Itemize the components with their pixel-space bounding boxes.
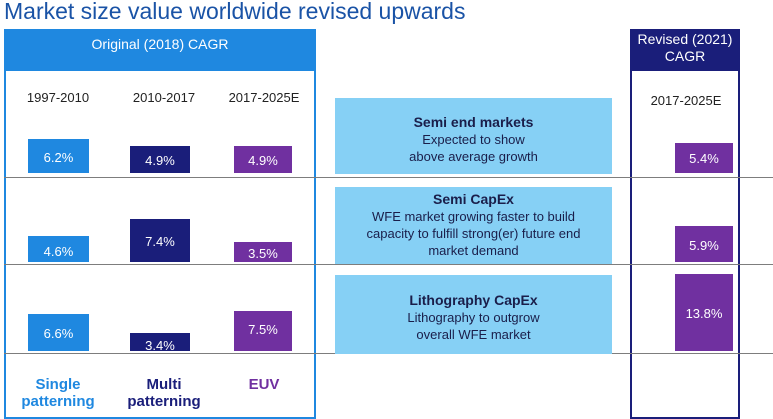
semi-capex-box: Semi CapEx WFE market growing faster to … <box>335 187 612 264</box>
revised-cagr-panel <box>630 29 740 419</box>
bar-revised-row3: 13.8% <box>675 274 733 351</box>
bar-multi-row3: 3.4% <box>130 333 190 353</box>
lithography-capex-line2: overall WFE market <box>416 327 531 342</box>
revised-header-line1: Revised (2021) <box>637 31 733 47</box>
semi-capex-line1: WFE market growing faster to build <box>371 209 576 224</box>
semi-end-markets-line2: above average growth <box>409 149 538 164</box>
row-divider-1 <box>4 177 773 178</box>
bar-euv-row2: 3.5% <box>234 242 292 262</box>
label-single-patterning: Single patterning <box>21 376 95 410</box>
original-cagr-header: Original (2018) CAGR <box>4 29 316 71</box>
semi-capex-title: Semi CapEx <box>433 191 514 207</box>
bar-multi-row1: 4.9% <box>130 146 190 173</box>
lithography-capex-box: Lithography CapEx Lithography to outgrow… <box>335 275 612 354</box>
page-title: Market size value worldwide revised upwa… <box>4 0 466 24</box>
revised-header-line2: CAGR <box>664 48 706 64</box>
lithography-capex-title: Lithography CapEx <box>409 292 538 308</box>
bar-multi-row2: 7.4% <box>130 219 190 262</box>
column-header-2010-2017: 2010-2017 <box>132 90 196 105</box>
bar-single-row2: 4.6% <box>28 236 89 262</box>
lithography-capex-line1: Lithography to outgrow <box>407 310 540 325</box>
bar-revised-row2: 5.9% <box>675 226 733 262</box>
semi-end-markets-line1: Expected to show <box>422 132 525 147</box>
semi-end-markets-box: Semi end markets Expected to show above … <box>335 98 612 174</box>
label-multi-patterning: Multi patterning <box>127 376 201 410</box>
column-header-2017-2025e: 2017-2025E <box>228 90 300 105</box>
bar-single-row3: 6.6% <box>28 314 89 351</box>
revised-column-header: 2017-2025E <box>650 93 722 108</box>
bar-single-row1: 6.2% <box>28 139 89 173</box>
semi-capex-line3: market demand <box>428 243 519 258</box>
label-euv: EUV <box>248 376 280 393</box>
semi-end-markets-title: Semi end markets <box>413 114 534 130</box>
column-header-1997-2010: 1997-2010 <box>26 90 90 105</box>
bar-euv-row1: 4.9% <box>234 146 292 173</box>
bar-revised-row1: 5.4% <box>675 143 733 173</box>
semi-capex-line2: capacity to fulfill strong(er) future en… <box>366 226 581 241</box>
revised-cagr-header: Revised (2021) CAGR <box>630 29 740 71</box>
bar-euv-row3: 7.5% <box>234 311 292 351</box>
row-divider-2 <box>4 264 773 265</box>
